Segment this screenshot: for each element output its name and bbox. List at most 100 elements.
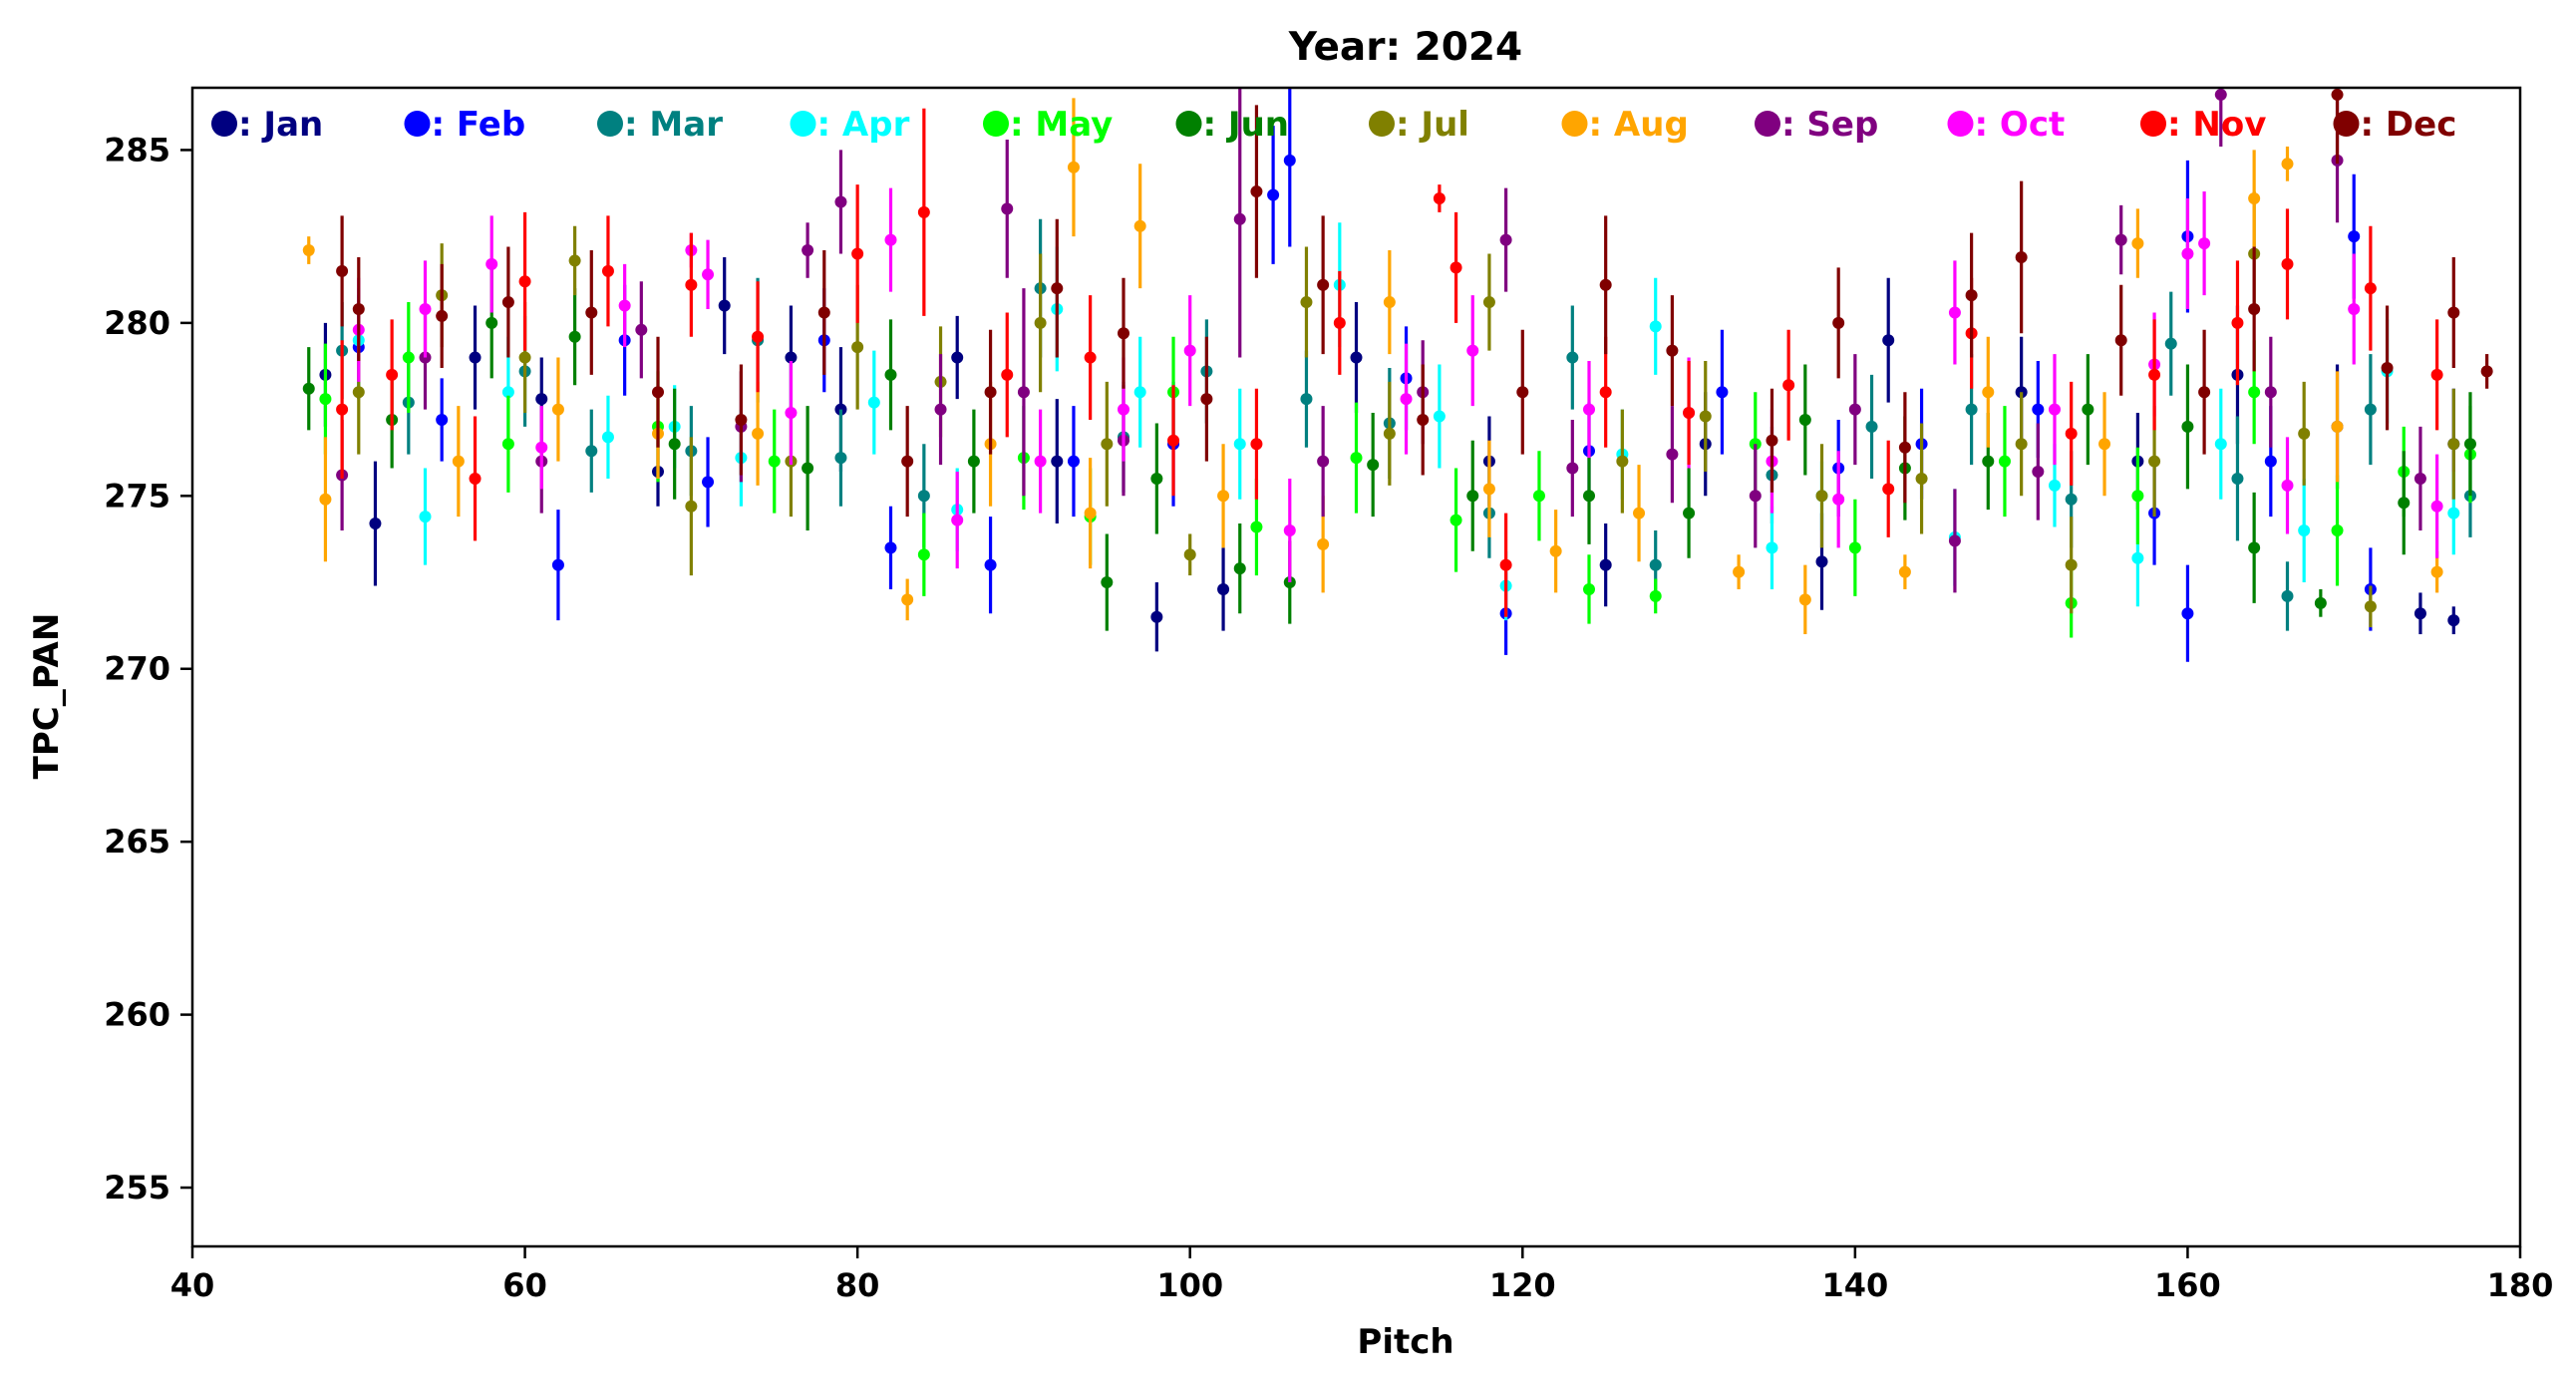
data-point (402, 351, 415, 364)
data-point (585, 306, 598, 319)
data-point (1034, 316, 1047, 329)
data-point (1599, 558, 1612, 571)
data-point (2032, 466, 2045, 479)
data-point (1848, 403, 1861, 416)
plot-marks (302, 88, 2493, 662)
data-point (851, 341, 864, 354)
data-point (785, 351, 798, 364)
data-point (1965, 403, 1978, 416)
data-point (1250, 185, 1263, 198)
data-point (1167, 434, 1180, 447)
data-point (635, 323, 648, 336)
data-point (1001, 368, 1014, 381)
legend-marker (790, 111, 816, 137)
data-point (485, 257, 498, 270)
data-point (419, 511, 432, 523)
y-tick-label: 285 (104, 131, 170, 169)
legend-marker (2140, 111, 2166, 137)
data-point (1183, 344, 1196, 357)
data-point (2015, 250, 2028, 263)
data-point (551, 403, 564, 416)
data-point (1300, 296, 1313, 309)
data-point (984, 558, 997, 571)
data-point (884, 368, 897, 381)
data-point (1067, 455, 1080, 468)
data-point (2065, 558, 2078, 571)
data-point (2114, 233, 2127, 246)
data-point (1283, 154, 1296, 167)
legend-marker (1947, 111, 1974, 137)
data-point (1001, 202, 1014, 215)
legend-marker (2333, 111, 2360, 137)
data-point (817, 306, 830, 319)
y-tick-label: 270 (104, 650, 170, 688)
data-point (1383, 427, 1396, 440)
data-point (2248, 302, 2261, 315)
data-point (369, 518, 382, 530)
data-point (1101, 576, 1114, 589)
data-point (601, 431, 614, 444)
data-point (1666, 448, 1679, 461)
data-point (1766, 434, 1778, 447)
data-point (1449, 261, 1462, 274)
legend-marker (1755, 111, 1780, 137)
series-8 (302, 98, 2443, 635)
data-point (1965, 289, 1978, 302)
data-point (1666, 344, 1679, 357)
data-point (1516, 386, 1529, 399)
legend-marker (983, 111, 1009, 137)
data-point (1948, 534, 1961, 547)
data-point (1250, 438, 1263, 451)
data-point (1233, 212, 1246, 225)
data-point (2114, 334, 2127, 347)
data-point (2015, 438, 2028, 451)
data-point (2181, 247, 2194, 260)
data-point (1433, 191, 1446, 204)
data-point (601, 264, 614, 277)
data-point (652, 386, 664, 399)
data-point (568, 330, 581, 343)
data-point (1350, 452, 1363, 465)
data-point (2348, 302, 2361, 315)
data-point (1882, 334, 1895, 347)
data-point (1051, 282, 1064, 295)
data-point (718, 299, 731, 312)
x-tick-label: 100 (1156, 1266, 1223, 1304)
data-point (1683, 407, 1696, 420)
data-point (1350, 351, 1363, 364)
data-point (2463, 438, 2476, 451)
data-point (1118, 403, 1129, 416)
series-5 (319, 302, 2476, 638)
data-point (352, 386, 365, 399)
data-point (2414, 472, 2426, 485)
legend-marker (404, 111, 431, 137)
data-point (1798, 413, 1811, 426)
data-point (834, 195, 847, 208)
data-point (2032, 403, 2045, 416)
legend-label: : Jan (238, 105, 323, 145)
data-point (419, 302, 432, 315)
data-point (1948, 306, 1961, 319)
data-point (685, 278, 698, 291)
data-point (1200, 393, 1213, 406)
data-point (768, 455, 781, 468)
data-point (1017, 386, 1030, 399)
data-point (1233, 438, 1246, 451)
y-tick-label: 265 (104, 823, 170, 861)
data-point (917, 490, 930, 503)
data-point (1815, 555, 1828, 568)
y-tick-label: 260 (104, 996, 170, 1034)
x-tick-label: 140 (1821, 1266, 1888, 1304)
data-point (319, 393, 332, 406)
data-point (752, 427, 765, 440)
x-tick-label: 80 (835, 1266, 880, 1304)
data-point (1133, 219, 1146, 232)
data-point (2447, 507, 2460, 520)
legend-marker (1369, 111, 1395, 137)
chart-title: Year: 2024 (1288, 25, 1522, 70)
data-point (702, 476, 715, 489)
data-point (2447, 438, 2460, 451)
data-point (951, 351, 964, 364)
data-point (685, 500, 698, 513)
data-point (1101, 438, 1114, 451)
